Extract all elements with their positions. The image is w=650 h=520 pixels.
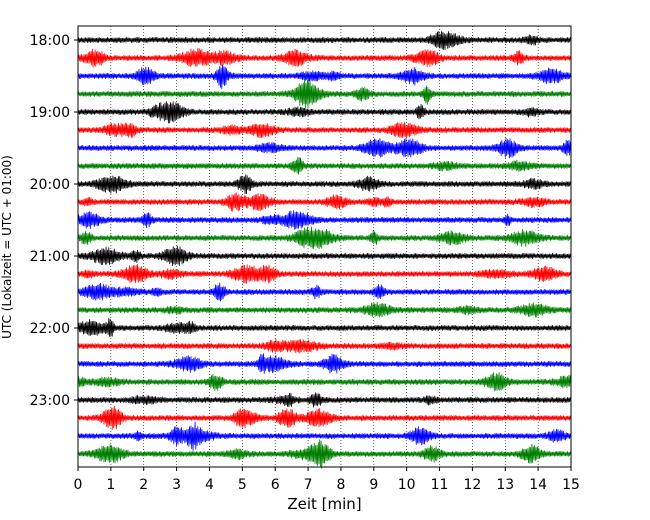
x-tick-label-5: 5 [238, 477, 247, 493]
trace-2330 [77, 421, 572, 451]
x-tick-label-6: 6 [271, 477, 280, 493]
x-tick-label-3: 3 [172, 477, 181, 493]
trace-1815 [77, 47, 572, 68]
trace-1830 [77, 64, 572, 90]
x-tick-label-4: 4 [205, 477, 214, 493]
trace-1915 [77, 121, 572, 139]
x-tick-label-2: 2 [139, 477, 148, 493]
x-tick-label-12: 12 [463, 477, 481, 493]
trace-2030 [77, 210, 572, 230]
x-axis-label: Zeit [min] [287, 495, 361, 513]
x-tick-label-0: 0 [74, 477, 83, 493]
plot-frame [77, 25, 572, 468]
trace-2115 [77, 263, 572, 284]
trace-2100 [77, 245, 572, 267]
x-tick-label-15: 15 [562, 477, 580, 493]
x-tick-label-13: 13 [496, 477, 514, 493]
trace-2215 [77, 338, 572, 354]
x-tick-label-7: 7 [304, 477, 313, 493]
trace-2245 [77, 372, 572, 392]
trace-2145 [77, 301, 572, 318]
y-axis-ticks: 18:00 19:00 20:00 21:00 22:00 23:00 [30, 33, 78, 409]
trace-1800 [77, 30, 572, 50]
trace-2315 [77, 405, 572, 430]
trace-1930 [77, 137, 572, 159]
y-tick-label-3: 21:00 [30, 249, 70, 265]
trace-2230 [77, 353, 572, 374]
trace-2015 [77, 192, 572, 212]
y-tick-label-0: 18:00 [30, 33, 70, 49]
x-tick-label-1: 1 [106, 477, 115, 493]
y-tick-label-5: 23:00 [30, 393, 70, 409]
y-tick-label-1: 19:00 [30, 105, 70, 121]
x-tick-label-11: 11 [431, 477, 449, 493]
trace-1945 [77, 156, 572, 175]
trace-2130 [77, 282, 572, 302]
x-axis-ticks: 0 1 2 3 4 5 6 7 8 9 10 11 12 13 14 15 [74, 467, 580, 493]
y-tick-label-2: 20:00 [30, 177, 70, 193]
trace-2200 [77, 317, 572, 337]
x-tick-label-10: 10 [398, 477, 416, 493]
y-axis-label: UTC (Lokalzeit = UTC + 01:00) [0, 155, 14, 339]
y-tick-label-4: 22:00 [30, 321, 70, 337]
x-tick-label-9: 9 [369, 477, 378, 493]
seismic-traces [77, 30, 572, 469]
x-tick-label-14: 14 [529, 477, 547, 493]
trace-2000 [77, 174, 572, 195]
trace-1845 [77, 78, 572, 109]
trace-2300 [77, 392, 572, 408]
x-tick-label-8: 8 [336, 477, 345, 493]
trace-1900 [77, 101, 572, 124]
trace-2045 [77, 226, 572, 250]
trace-2345 [77, 439, 572, 469]
